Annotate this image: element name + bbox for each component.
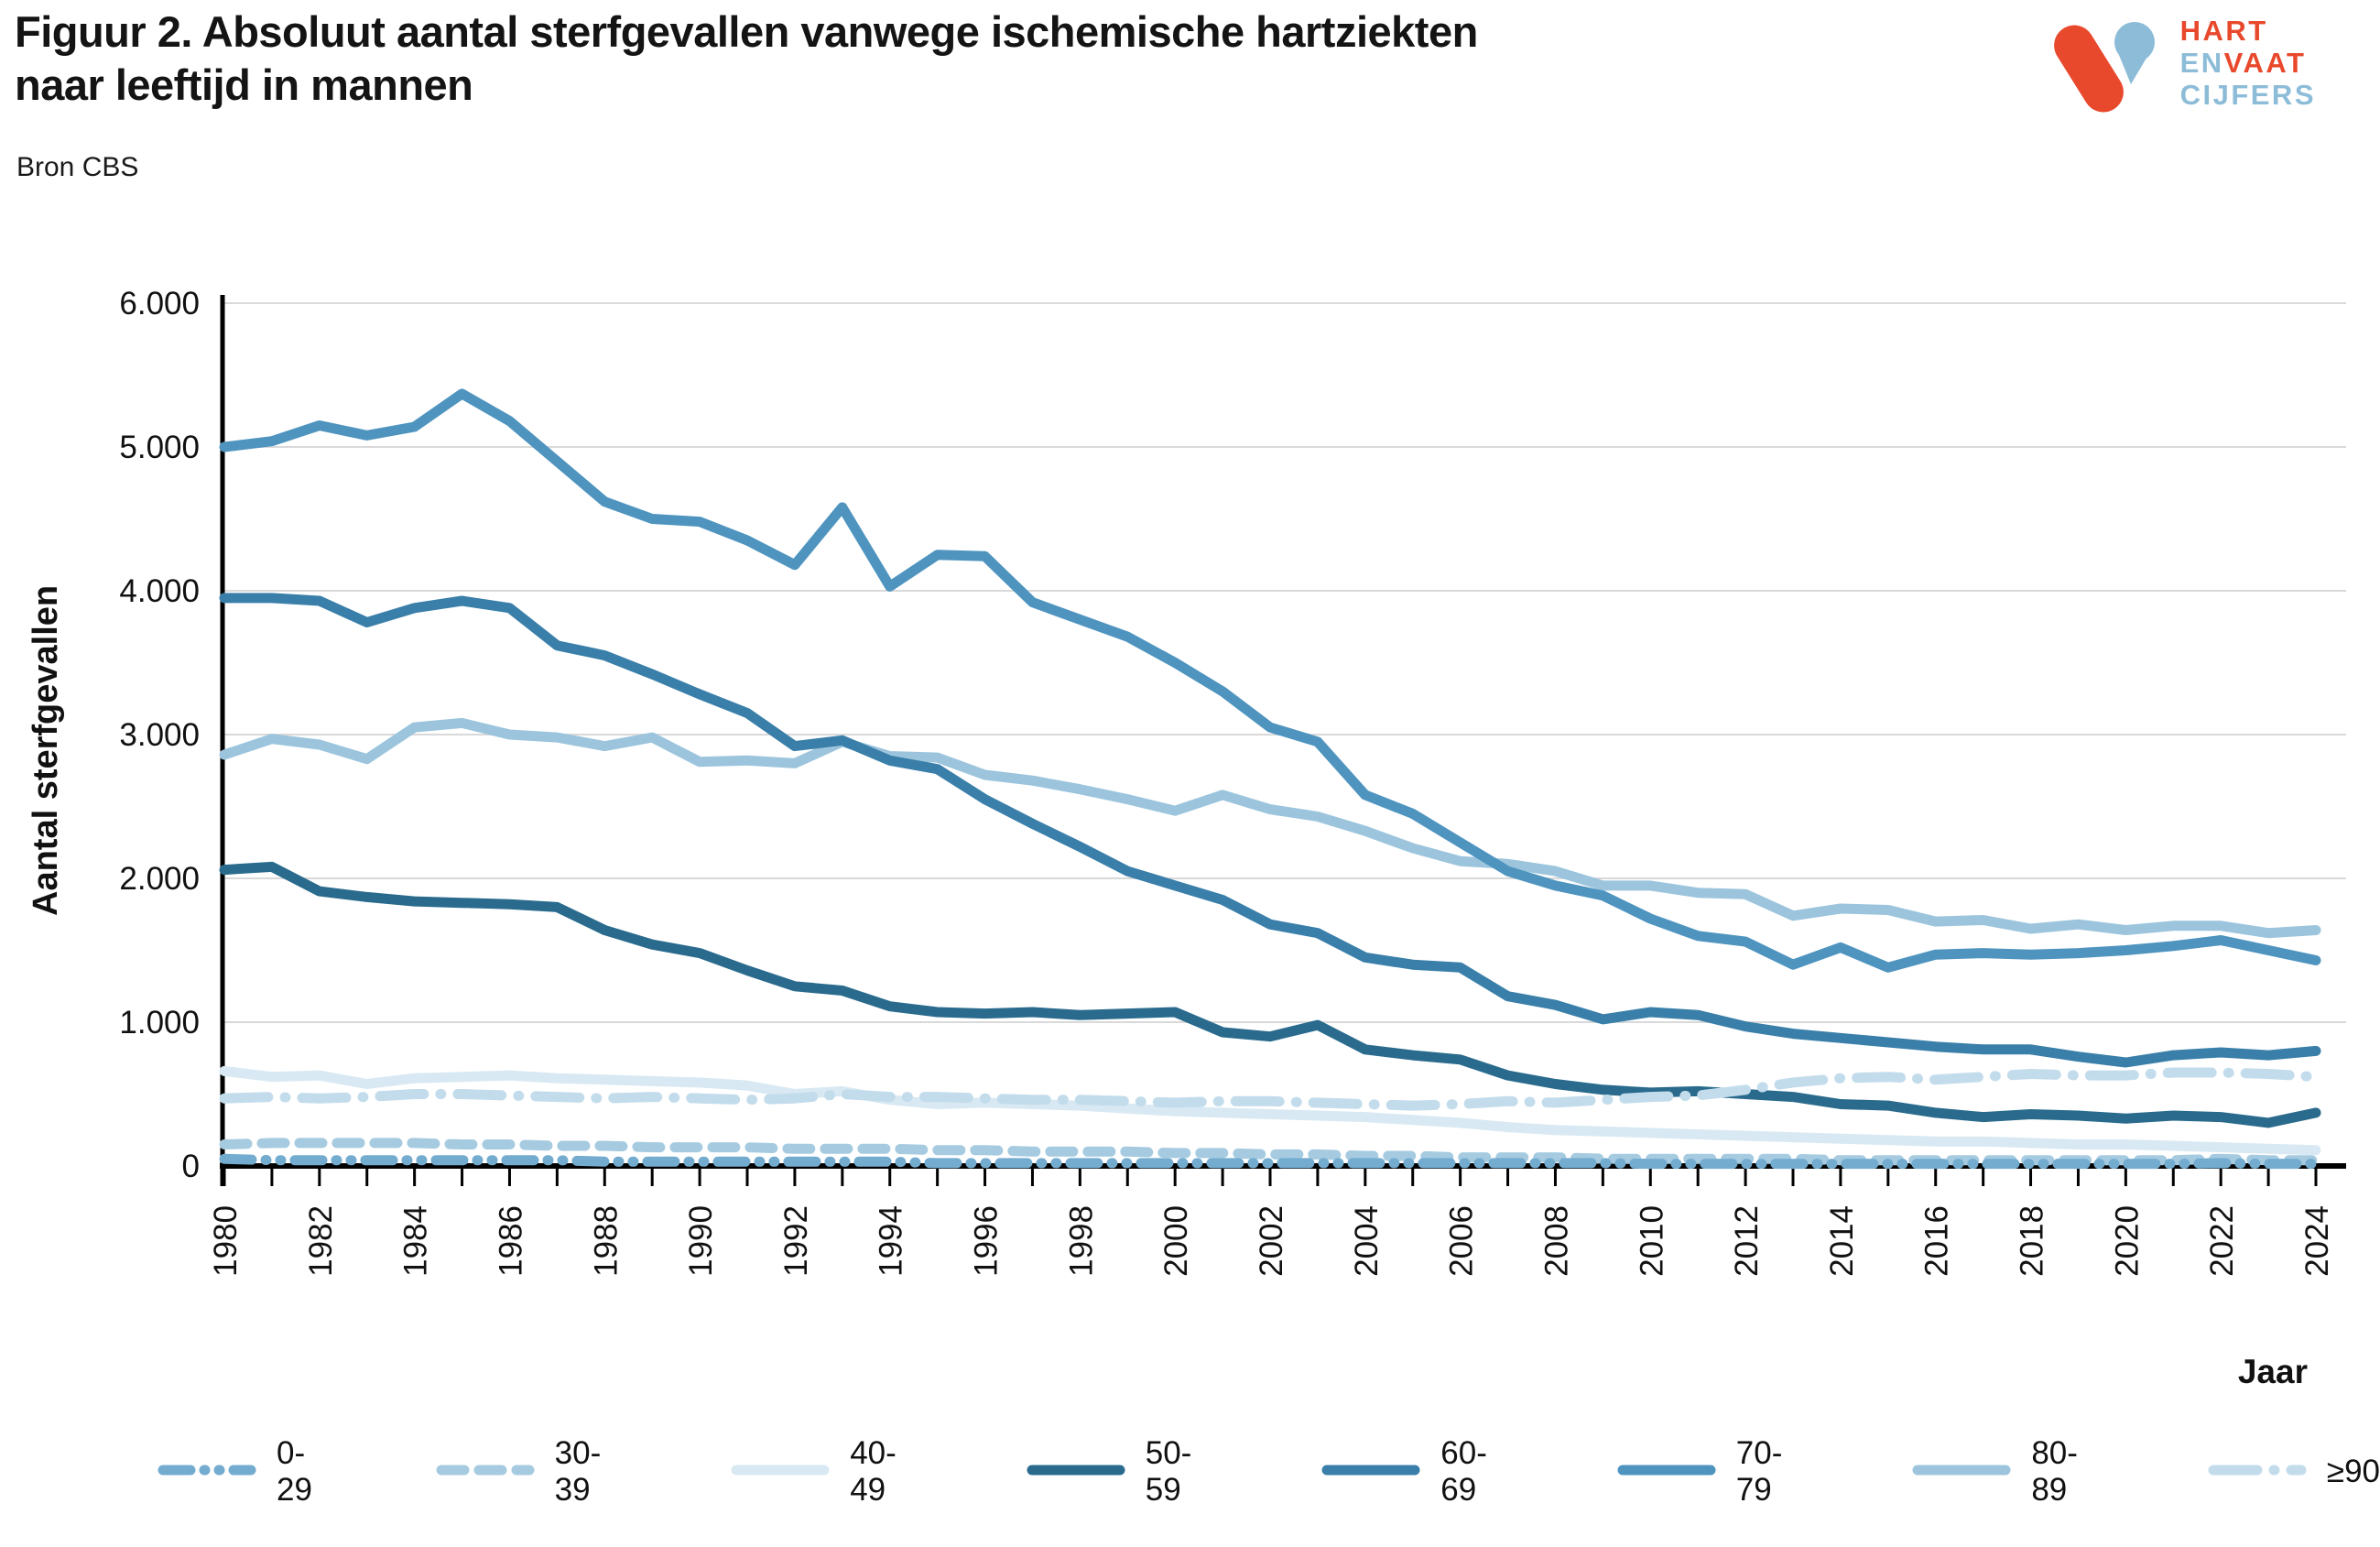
x-tick-label-1998: 1998 [1063,1205,1099,1277]
legend-item-70-79: 70-79 [1615,1435,1812,1509]
logo-word-cijfers: CIJFERS [2179,79,2316,112]
x-axis-title: Jaar [2238,1353,2308,1390]
y-tick-labels: 0 1.000 2.000 3.000 4.000 5.000 6.000 [119,286,200,1184]
legend-item-60-69: 60-69 [1320,1435,1516,1509]
legend-label-70-79: 70-79 [1735,1435,1783,1508]
x-tick-label-2018: 2018 [2015,1205,2050,1277]
x-tick-labels: 1980 1982 1984 1986 1988 1990 1992 1994 1996 1998… [208,1205,2335,1277]
series-line-60-69 [219,593,2321,1068]
series-line-30-39 [219,1138,2321,1166]
series-line-0-29 [219,1153,2321,1170]
source-note: Bron CBS [16,152,139,182]
x-tick-label-2020: 2020 [2109,1205,2145,1277]
heart-logo-icon [2053,22,2155,113]
series-line-≥90 [219,1067,2321,1111]
x-tick-label-2016: 2016 [1919,1205,1955,1277]
legend-item-30-39: 30-39 [434,1435,631,1509]
x-tick-label-2008: 2008 [1538,1205,1574,1277]
legend-swatch-0-29 [156,1463,258,1482]
logo-word-en: EN [2179,47,2224,80]
logo-word-hart: HART [2179,15,2268,47]
x-tick-label-2010: 2010 [1634,1205,1669,1277]
legend-label-40-49: 40-49 [850,1435,897,1508]
series-line-50-59 [219,861,2321,1128]
y-tick-label-0: 0 [182,1149,200,1184]
x-tick-label-1994: 1994 [874,1205,909,1277]
y-tick-label-5.000: 5.000 [119,430,200,465]
legend-item-40-49: 40-49 [729,1435,926,1509]
series-line-40-49 [219,1065,2321,1156]
y-tick-label-1.000: 1.000 [119,1005,200,1040]
legend-swatch-50-59 [1025,1463,1127,1482]
x-tick-label-2004: 2004 [1349,1205,1385,1277]
figure-title: Figuur 2. Absoluut aantal sterfgevallen … [15,5,1478,113]
x-tick-label-1986: 1986 [493,1205,528,1277]
x-tick-label-1980: 1980 [208,1205,244,1277]
legend-item-≥90: ≥90 [2206,1454,2380,1490]
legend-item-0-29: 0-29 [156,1435,335,1509]
x-tick-label-1982: 1982 [303,1205,339,1277]
x-tick-label-1988: 1988 [588,1205,624,1277]
legend-swatch-70-79 [1615,1463,1718,1482]
x-tick-label-1984: 1984 [398,1205,434,1277]
x-tick-label-1990: 1990 [683,1205,719,1277]
legend-swatch-80-89 [1910,1463,2013,1482]
x-tick-label-2014: 2014 [1824,1205,1860,1277]
legend-item-80-89: 80-89 [1910,1435,2107,1509]
x-tick-label-2024: 2024 [2299,1205,2335,1277]
legend-label-80-89: 80-89 [2031,1435,2078,1508]
y-tick-label-3.000: 3.000 [119,717,200,753]
logo-word-vaat: VAAT [2223,47,2307,80]
legend-label-0-29: 0-29 [277,1435,312,1508]
legend-swatch-60-69 [1320,1463,1422,1482]
x-tick-label-2002: 2002 [1254,1205,1289,1277]
x-tick-label-2022: 2022 [2204,1205,2240,1277]
series-lines [219,388,2321,1170]
legend-swatch-40-49 [729,1463,831,1482]
y-axis-title: Aantal sterfgevallen [27,585,65,916]
logo-wordmark: HART ENVAAT CIJFERS [2180,15,2316,111]
y-tick-label-2.000: 2.000 [119,861,200,897]
legend-label-60-69: 60-69 [1440,1435,1487,1508]
figure-title-line1: Figuur 2. Absoluut aantal sterfgevallen … [15,7,1478,56]
legend-item-50-59: 50-59 [1025,1435,1222,1509]
x-ticks [223,1169,2318,1186]
hartenvaatcijfers-logo: HART ENVAAT CIJFERS [2053,15,2316,123]
series-line-70-79 [219,388,2321,973]
legend-swatch-≥90 [2206,1463,2309,1482]
y-tick-label-6.000: 6.000 [119,286,200,321]
chart-legend: 0-29 30-39 40-49 50-59 60-69 70-79 80-89 ≥90 [0,1435,2380,1509]
x-tick-label-1992: 1992 [778,1205,814,1277]
legend-label-50-59: 50-59 [1145,1435,1192,1508]
series-line-80-89 [219,717,2321,939]
legend-swatch-30-39 [434,1463,537,1482]
gridlines [223,302,2346,1023]
legend-label-≥90: ≥90 [2326,1454,2380,1489]
x-tick-label-2012: 2012 [1729,1205,1765,1277]
x-tick-label-2006: 2006 [1444,1205,1480,1277]
legend-label-30-39: 30-39 [554,1435,602,1508]
figure-title-line2: naar leeftijd in mannen [15,60,473,110]
x-tick-label-1996: 1996 [969,1205,1005,1277]
y-tick-label-4.000: 4.000 [119,573,200,609]
x-tick-label-2000: 2000 [1158,1205,1194,1277]
